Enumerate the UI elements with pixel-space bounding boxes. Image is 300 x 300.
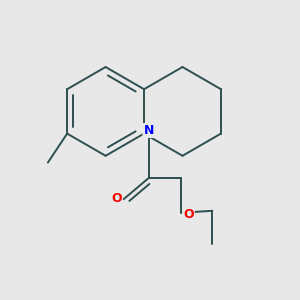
Text: O: O: [183, 208, 194, 221]
Text: O: O: [111, 192, 122, 205]
Text: N: N: [143, 124, 154, 137]
